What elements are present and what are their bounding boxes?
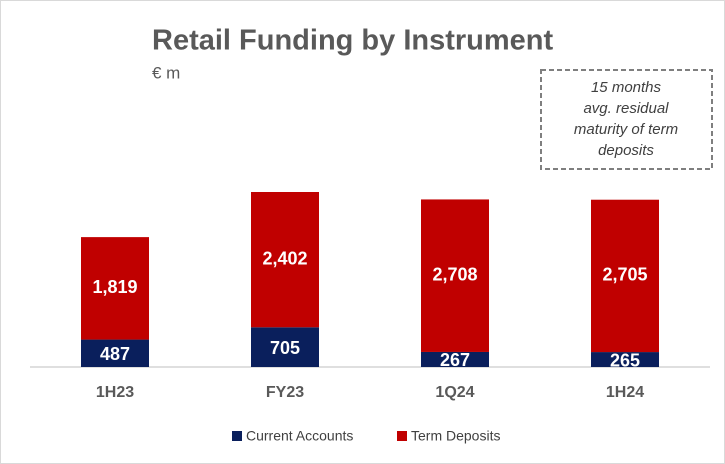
- x-tick-label: 1Q24: [435, 384, 474, 401]
- value-label: 2,708: [432, 264, 477, 284]
- annotation-box: [540, 69, 713, 170]
- x-tick-label: FY23: [266, 384, 304, 401]
- legend-label: Term Deposits: [411, 428, 500, 444]
- bar-segment: [421, 351, 489, 367]
- bar-segment: [81, 339, 149, 367]
- annotation-text: deposits: [598, 142, 654, 159]
- bar-segment: [591, 352, 659, 367]
- value-label: 265: [610, 350, 640, 370]
- bar-segment: [591, 199, 659, 353]
- value-label: 267: [440, 350, 470, 370]
- bar-segment: [251, 327, 319, 367]
- annotation-text: avg. residual: [583, 100, 669, 117]
- value-label: 487: [100, 344, 130, 364]
- chart-title: Retail Funding by Instrument: [152, 25, 554, 57]
- bar-segment: [421, 199, 489, 352]
- bar-segment: [81, 237, 149, 340]
- legend-label: Current Accounts: [246, 428, 353, 444]
- x-tick-label: 1H23: [96, 384, 134, 401]
- value-label: 705: [270, 338, 300, 358]
- annotation-text: maturity of term: [574, 121, 678, 138]
- value-label: 2,402: [262, 248, 307, 268]
- bar-segment: [251, 192, 319, 328]
- legend-swatch: [397, 431, 407, 441]
- value-label: 1,819: [92, 277, 137, 297]
- annotation-text: 15 months: [591, 79, 662, 96]
- unit-label: € m: [152, 63, 180, 82]
- x-tick-label: 1H24: [606, 384, 644, 401]
- value-label: 2,705: [602, 265, 647, 285]
- legend-swatch: [232, 431, 242, 441]
